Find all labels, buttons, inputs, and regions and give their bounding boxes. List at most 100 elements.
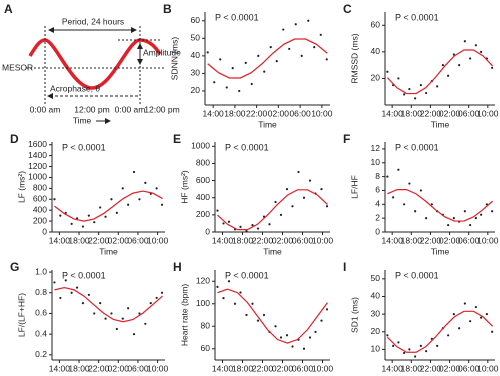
data-point: [491, 66, 494, 69]
data-point: [144, 181, 147, 185]
data-point: [308, 336, 312, 339]
data-point: [121, 317, 124, 320]
y-tick-label: 80: [201, 321, 211, 331]
annotation: P < 0.0001: [215, 12, 259, 22]
x-tick-label: 22:00: [88, 235, 110, 245]
y-tick-label: 1000: [28, 172, 47, 182]
amplitude-label: Amplitude: [143, 47, 181, 57]
y-tick-label: 60: [191, 15, 201, 25]
data-point: [419, 83, 422, 87]
x-tick-label: 06:00: [458, 108, 480, 118]
data-point: [452, 53, 455, 56]
x-tick-label: 14:00: [382, 363, 404, 373]
data-point: [274, 200, 277, 204]
y-tick-label: 10: [371, 157, 381, 167]
y-tick-label: 200: [33, 215, 47, 225]
data-point: [474, 305, 477, 309]
data-point: [81, 302, 85, 305]
data-point: [279, 213, 283, 216]
data-point: [300, 54, 303, 57]
data-point: [64, 279, 67, 282]
data-point: [436, 85, 439, 88]
x-tick-label: 18:00: [232, 235, 254, 245]
data-point: [251, 224, 254, 227]
period-label: Period, 24 hours: [62, 16, 124, 26]
y-tick-label: 8: [375, 171, 380, 181]
x-axis-label: Time: [431, 119, 450, 129]
x-tick-label: 06:00: [127, 363, 149, 373]
data-point: [425, 350, 428, 353]
data-point: [81, 225, 85, 228]
x-tick-label: 18:00: [68, 235, 90, 245]
data-point: [93, 221, 96, 224]
data-point: [262, 313, 266, 317]
data-point: [75, 217, 79, 220]
data-point: [127, 203, 130, 206]
x-tick-label: 14:00: [382, 108, 404, 118]
time-label: 0:00 am: [115, 104, 146, 114]
data-point: [291, 345, 294, 348]
y-axis-label: SD1 (ms): [349, 297, 359, 333]
time-label: 0:00 am: [30, 104, 61, 114]
x-tick-label: 14:00: [203, 108, 225, 118]
data-point: [239, 225, 242, 228]
data-point: [127, 307, 130, 310]
data-point: [256, 227, 260, 230]
x-tick-label: 02:00: [439, 108, 461, 118]
data-point: [138, 198, 141, 201]
x-axis-label: Time: [431, 374, 450, 376]
panel: B 20 30 40 50 60 14:00 18:00 22:00 02:00 06:00 10:0…: [163, 2, 333, 129]
x-axis-label: Time: [99, 246, 118, 256]
y-tick-label: 1000: [191, 141, 210, 151]
y-tick-label: 20: [191, 85, 201, 95]
data-point: [149, 302, 152, 305]
data-point: [403, 351, 406, 355]
y-tick-label: 800: [196, 158, 210, 168]
data-point: [397, 341, 400, 344]
x-tick-label: 10:00: [147, 235, 169, 245]
data-point: [485, 203, 488, 206]
cosine-curve: [28, 38, 162, 90]
y-tick-label: 40: [371, 291, 381, 301]
data-point: [160, 203, 164, 206]
x-tick-label: 06:00: [127, 235, 149, 245]
data-point: [104, 317, 107, 320]
data-point: [263, 70, 266, 73]
data-point: [99, 302, 102, 305]
data-point: [87, 214, 90, 217]
data-point: [59, 214, 62, 217]
data-point: [227, 220, 231, 223]
data-point: [474, 44, 477, 47]
panel-letter: E: [173, 132, 181, 146]
data-point: [250, 82, 253, 86]
fit-curve: [207, 38, 328, 79]
panel-letter: H: [173, 260, 182, 274]
x-tick-label: 14:00: [49, 235, 71, 245]
data-point: [441, 64, 444, 67]
data-point: [75, 286, 79, 289]
y-tick-label: 0.8: [35, 287, 47, 297]
y-axis-label: LF/(LF+HF): [16, 293, 26, 337]
x-tick-label: 02:00: [108, 363, 130, 373]
data-point: [491, 210, 494, 213]
data-point: [115, 211, 118, 215]
y-tick-label: 30: [191, 68, 201, 78]
data-point: [275, 60, 278, 63]
x-tick-label: 02:00: [439, 363, 461, 373]
x-tick-label: 14:00: [212, 235, 234, 245]
data-point: [480, 316, 483, 319]
data-point: [325, 205, 329, 208]
data-point: [419, 344, 422, 347]
data-point: [485, 313, 488, 316]
data-point: [480, 50, 483, 53]
data-point: [297, 170, 300, 174]
data-point: [144, 322, 147, 325]
y-tick-label: 200: [196, 209, 210, 219]
data-point: [447, 223, 450, 227]
data-point: [216, 285, 219, 288]
y-tick-label: 1200: [28, 161, 47, 171]
data-point: [121, 187, 124, 190]
data-point: [386, 334, 389, 337]
data-point: [138, 312, 141, 315]
